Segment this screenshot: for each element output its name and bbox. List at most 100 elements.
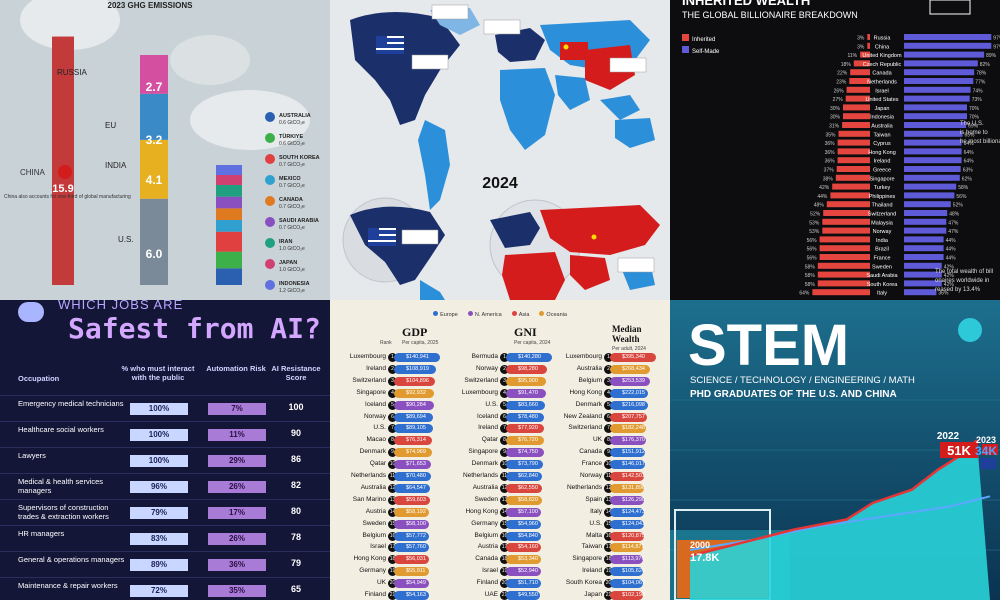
legend-label: Europe bbox=[440, 312, 458, 318]
trade-map: 2024 bbox=[330, 0, 670, 300]
val-selfmade: 73% bbox=[972, 97, 983, 103]
country-label: South Korea bbox=[867, 282, 899, 288]
bar-selfmade bbox=[904, 218, 947, 225]
gdp-rank: 13 bbox=[388, 495, 397, 505]
legend-label: Oceania bbox=[546, 312, 567, 318]
gdp-rank: 1 bbox=[388, 353, 397, 362]
val-inherited: 27% bbox=[833, 97, 844, 103]
legend-dot bbox=[467, 311, 473, 316]
country-label: Italy bbox=[877, 291, 887, 297]
gdp-rank: 11 bbox=[388, 472, 397, 481]
val-selfmade: 52% bbox=[953, 203, 964, 209]
flag-icon bbox=[265, 175, 275, 185]
gdp-rank: 12 bbox=[388, 483, 397, 493]
val-inherited: 26% bbox=[834, 88, 845, 94]
automation-cell: 26% bbox=[208, 533, 266, 545]
gni-value: $58,820 bbox=[506, 495, 542, 505]
val-selfmade: 48% bbox=[949, 212, 960, 218]
table-row: Healthcare social workers 100% 11% 90 bbox=[0, 421, 330, 447]
gdp-country: UK bbox=[376, 579, 386, 587]
gdp-value: $89,105 bbox=[394, 424, 434, 434]
gni-rank: 19 bbox=[500, 567, 509, 577]
wealth-value: $102,198 bbox=[610, 591, 645, 600]
bar-inherited bbox=[819, 254, 870, 260]
bar-selfmade bbox=[904, 271, 942, 278]
bar-selfmade bbox=[904, 280, 942, 287]
val-inherited: 35% bbox=[825, 132, 836, 138]
bar-selfmade bbox=[904, 60, 978, 67]
val-inherited: 52% bbox=[810, 212, 821, 218]
gdp-value: $56,031 bbox=[394, 555, 430, 565]
country-label: Australia bbox=[871, 124, 893, 130]
wealth-rank: 3 bbox=[604, 376, 613, 386]
gdp-value: $58,100 bbox=[394, 519, 430, 529]
stack-eu bbox=[140, 93, 168, 140]
table-row: Medical & health services managers 96% 26%… bbox=[0, 473, 330, 499]
small-label: MEXICO bbox=[279, 176, 301, 182]
table-row: Supervisors of construction trades & ext… bbox=[0, 499, 330, 525]
gni-country: Australia bbox=[472, 483, 498, 491]
flag-icon bbox=[265, 259, 275, 269]
gdp-rank: 15 bbox=[388, 519, 397, 529]
gni-rank: 13 bbox=[500, 495, 509, 505]
small-label: CANADA bbox=[279, 197, 303, 203]
gdp-rank: 4 bbox=[388, 388, 397, 398]
wealth-header: Median Wealth bbox=[612, 324, 642, 344]
us-start-value: 17.8K bbox=[690, 552, 719, 564]
gdp-value: $59,603 bbox=[394, 495, 430, 505]
wealth-sub: Per adult, 2024 bbox=[612, 346, 646, 352]
val-selfmade: 47% bbox=[948, 220, 959, 226]
gdp-country: Denmark bbox=[359, 448, 386, 456]
val-selfmade: 97% bbox=[993, 36, 1000, 42]
val-selfmade: 44% bbox=[946, 247, 957, 253]
bar-inherited bbox=[826, 201, 870, 208]
wealth-rank: 7 bbox=[604, 424, 613, 434]
region-legend: Europe N. America Asia Oceania bbox=[330, 311, 670, 318]
bar-inherited bbox=[823, 210, 870, 216]
bar-inherited bbox=[867, 34, 870, 40]
val-inherited: 23% bbox=[836, 80, 847, 86]
small-label: INDONESIA bbox=[279, 281, 310, 287]
bar-selfmade bbox=[904, 236, 944, 243]
val-selfmade: 97% bbox=[993, 44, 1000, 50]
legend-dot bbox=[433, 311, 439, 316]
table-row: Emergency medical technicians 100% 7% 100 bbox=[0, 395, 330, 421]
val-inherited: 38% bbox=[823, 176, 834, 182]
bar-selfmade bbox=[904, 166, 961, 172]
legend-inherited: Inherited bbox=[692, 37, 715, 43]
gni-value: $53,340 bbox=[506, 555, 541, 565]
bar-inherited bbox=[817, 280, 870, 287]
gni-value: $91,470 bbox=[506, 388, 546, 398]
country-label: United Kingdom bbox=[862, 53, 902, 59]
public-pct-cell: 83% bbox=[130, 533, 188, 545]
val-inherited: 30% bbox=[830, 106, 841, 112]
wealth-value: $207,757 bbox=[610, 412, 648, 422]
automation-cell: 26% bbox=[208, 481, 266, 493]
wealth-country: New Zealand bbox=[563, 412, 602, 420]
stem-chart: STEM SCIENCE / TECHNOLOGY / ENGINEERING … bbox=[670, 300, 1000, 600]
stack-iran bbox=[216, 268, 242, 285]
gni-rank: 10 bbox=[500, 460, 509, 470]
automation-cell: 29% bbox=[208, 455, 266, 467]
table-row: Lawyers 100% 29% 86 bbox=[0, 447, 330, 473]
gni-rank: 14 bbox=[500, 507, 509, 517]
us-value-label: 34K bbox=[975, 444, 997, 458]
flag-icon bbox=[265, 217, 275, 227]
gni-value: $52,940 bbox=[506, 567, 541, 577]
wealth-country: Denmark bbox=[575, 400, 602, 408]
wealth-country: UK bbox=[592, 436, 602, 444]
val-selfmade: 78% bbox=[976, 71, 987, 77]
country-label: Greece bbox=[873, 168, 891, 174]
molecule-icon bbox=[958, 318, 982, 342]
val-inherited: 30% bbox=[830, 115, 841, 121]
country-label: China bbox=[875, 44, 890, 50]
map-year-label: 2024 bbox=[482, 175, 518, 192]
bar-inherited bbox=[822, 227, 870, 234]
gni-country: Belgium bbox=[474, 531, 498, 539]
gdp-rank: 18 bbox=[388, 555, 397, 565]
gni-country: Switzerland bbox=[464, 376, 498, 384]
public-pct-cell: 100% bbox=[130, 403, 188, 415]
bar-selfmade bbox=[904, 148, 962, 155]
stack-china bbox=[52, 36, 74, 285]
